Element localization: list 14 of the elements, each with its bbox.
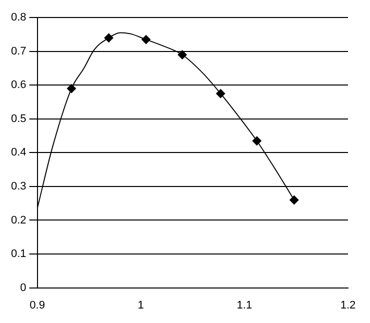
x-tick-label: 0.9 xyxy=(30,299,45,312)
y-tick-label: 0.1 xyxy=(10,248,26,260)
y-tick-label: 0.7 xyxy=(10,45,26,58)
y-tick-label: 0 xyxy=(20,282,26,294)
x-tick-label: 1.1 xyxy=(236,299,252,312)
y-tick-label: 0.6 xyxy=(10,79,26,92)
x-tick-label: 1 xyxy=(138,299,144,312)
y-tick-label: 0.5 xyxy=(10,112,26,125)
y-tick-label: 0.8 xyxy=(10,12,26,24)
point xyxy=(290,195,299,204)
y-tick-label: 0.4 xyxy=(10,146,26,159)
y-tick-label: 0.2 xyxy=(10,214,26,226)
x-tick-label: 1.2 xyxy=(340,299,356,312)
y-tick-label: 0.3 xyxy=(10,180,26,193)
